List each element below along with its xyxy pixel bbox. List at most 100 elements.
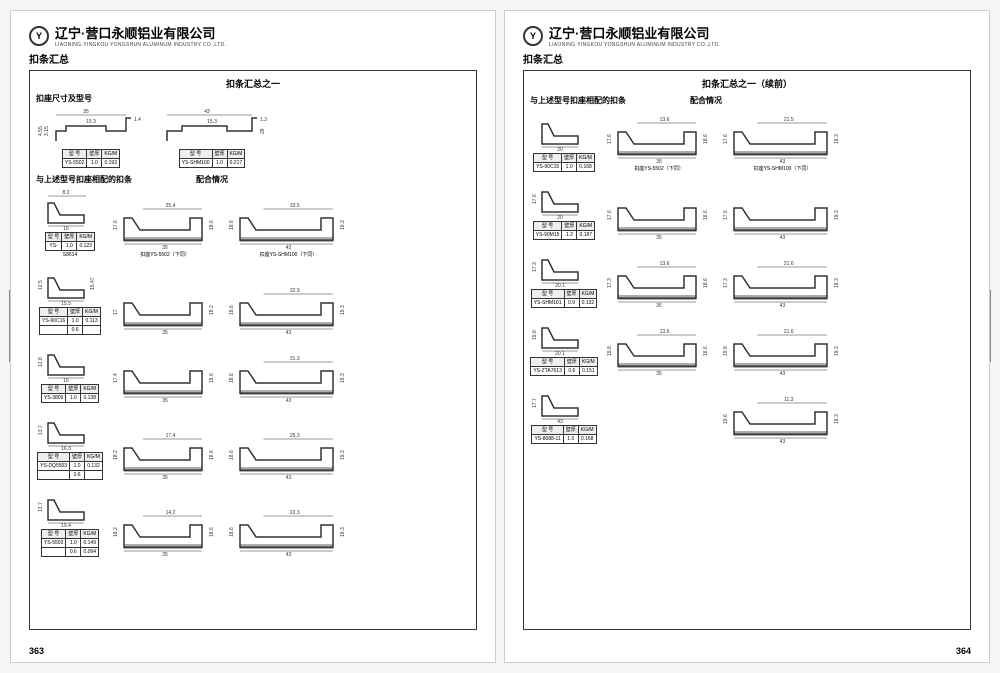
svg-text:31.3: 31.3 <box>290 356 300 362</box>
svg-text:20: 20 <box>557 215 563 220</box>
svg-text:35: 35 <box>162 475 168 480</box>
spec-table: 型 号壁厚KG/M YS-55021.00.193 <box>62 149 120 168</box>
svg-text:19.8: 19.8 <box>723 346 729 356</box>
svg-text:15.47: 15.47 <box>90 277 96 290</box>
profile-row: 12.8 15 型 号壁厚KG/MYS-38091.00.138 17.4 18… <box>36 339 470 403</box>
fit-cell: 13.6 17.6 18.6 35 扣座YS-5502（下同） <box>604 114 714 172</box>
svg-text:20.1: 20.1 <box>555 283 565 288</box>
profile-drawing: 21.6 17.3 19.3 43 <box>720 258 845 308</box>
profile-row: 20 型 号壁厚KG/MYS-90C151.00.168 13.6 17.6 1… <box>530 108 964 172</box>
seat-caption: 扣座YS-SHM100（下同） <box>754 165 812 172</box>
svg-text:18.6: 18.6 <box>703 346 709 356</box>
content-frame: 扣条汇总之一 扣座尺寸及型号 35 15.3 1.4 4.55 3.15 型 <box>29 70 477 630</box>
svg-text:15.3: 15.3 <box>207 119 217 125</box>
profile-drawing: 33.5 18.6 19.3 43 <box>226 200 351 250</box>
svg-text:18.2: 18.2 <box>113 450 119 460</box>
page-left: Y 辽宁·营口永顺铝业有限公司 LIAONING·YINGKOU YONGSHU… <box>10 10 496 663</box>
spec-table: 型 号壁厚KG/MYS-ZTA76130.60.151 <box>530 357 597 376</box>
content-frame: 扣条汇总之一（续前） 与上述型号扣座相配的扣条 配合情况 20 型 号壁厚KG/… <box>523 70 971 630</box>
strip-cell: 13.7 19.4 型 号壁厚KG/MYS-55031.00.1490.60.0… <box>36 484 104 557</box>
svg-text:15: 15 <box>63 378 69 383</box>
seat-caption: 扣座YS-5502（下同） <box>634 165 683 172</box>
profile-row: 19.8 20.1 型 号壁厚KG/MYS-ZTA76130.60.151 13… <box>530 312 964 376</box>
section-label-b: 与上述型号扣座相配的扣条 <box>530 95 630 106</box>
spec-table: 型 号壁厚KG/MYS-DQ55031.00.1320.6 <box>37 452 103 480</box>
svg-text:21.6: 21.6 <box>784 329 794 335</box>
svg-text:20: 20 <box>557 147 563 152</box>
svg-text:43: 43 <box>286 245 292 250</box>
page-section-title: 扣条汇总之一 <box>36 77 470 90</box>
profile-drawing: 25.3 18.6 19.3 43 <box>226 430 351 480</box>
company-name-en: LIAONING·YINGKOU YONGSHUN ALUMINUM INDUS… <box>55 42 226 48</box>
svg-text:43: 43 <box>780 439 786 444</box>
profile-drawing: 17.4 18.2 18.6 35 <box>110 430 220 480</box>
svg-text:43: 43 <box>286 330 292 335</box>
svg-text:18.6: 18.6 <box>209 527 215 537</box>
company-name: 辽宁·营口永顺铝业有限公司 <box>549 23 720 42</box>
svg-text:17.3: 17.3 <box>532 262 538 272</box>
profile-drawing: 17.6 18.6 35 <box>604 190 714 240</box>
svg-text:33.5: 33.5 <box>290 203 300 209</box>
svg-text:11.3: 11.3 <box>784 397 794 403</box>
fit-cell: 21.5 17.6 19.3 43 扣座YS-SHM100（下同） <box>720 114 845 172</box>
svg-text:19.3: 19.3 <box>834 210 840 220</box>
svg-text:19.8: 19.8 <box>607 346 613 356</box>
svg-text:35: 35 <box>162 398 168 403</box>
svg-text:18.2: 18.2 <box>209 305 215 315</box>
seat-caption: 扣座YS-SHM100（下同） <box>260 251 318 258</box>
svg-text:35: 35 <box>162 552 168 557</box>
profile-drawing: 17.4 18.6 35 <box>110 353 220 403</box>
svg-text:35: 35 <box>162 245 168 250</box>
profile-drawing: 22.3 18.6 19.3 43 <box>226 507 351 557</box>
svg-text:17.7: 17.7 <box>532 398 538 408</box>
profile-row: 17.3 20.1 型 号壁厚KG/MYS-SHM1010.90.132 13.… <box>530 244 964 308</box>
strip-cell: 12.5 15.47 15.5 型 号壁厚KG/MYS-90C161.00.11… <box>36 262 104 335</box>
svg-text:35: 35 <box>656 235 662 240</box>
svg-text:18.2: 18.2 <box>113 527 119 537</box>
svg-text:8.2: 8.2 <box>63 190 70 196</box>
header: Y 辽宁·营口永顺铝业有限公司 LIAONING·YINGKOU YONGSHU… <box>523 23 971 48</box>
svg-text:13.7: 13.7 <box>38 502 44 512</box>
svg-text:21.6: 21.6 <box>784 261 794 267</box>
fit-cell: 17.6 19.3 43 <box>720 190 845 240</box>
fit-cell: 25.3 18.6 19.3 43 <box>226 430 351 480</box>
profile-drawing: 21.6 19.8 19.3 43 <box>720 326 845 376</box>
svg-text:19.4: 19.4 <box>61 523 71 528</box>
fit-cell: 17.4 18.6 35 <box>110 353 220 403</box>
svg-text:43: 43 <box>286 475 292 480</box>
subtitle: 扣条汇总 <box>523 51 971 66</box>
section-label-a: 扣座尺寸及型号 <box>36 93 470 104</box>
fit-cell: 13.6 19.8 18.6 35 <box>604 326 714 376</box>
svg-text:18.6: 18.6 <box>703 134 709 144</box>
profile-drawing: 13.6 17.6 18.6 35 <box>604 114 714 164</box>
profile-row: 8.2 15 型 号壁厚KG/MYS-1.00.123 S8614 25.4 1… <box>36 187 470 258</box>
svg-text:17.6: 17.6 <box>532 194 538 204</box>
svg-text:18.6: 18.6 <box>703 210 709 220</box>
svg-text:17.3: 17.3 <box>607 278 613 288</box>
profile-row: 13.7 16.3 型 号壁厚KG/MYS-DQ55031.00.1320.6 … <box>36 407 470 480</box>
svg-text:15.3: 15.3 <box>86 119 96 125</box>
spec-table: 型 号壁厚KG/MYS-90C151.00.168 <box>533 153 595 172</box>
company-name: 辽宁·营口永顺铝业有限公司 <box>55 23 226 42</box>
logo-icon: Y <box>523 26 543 46</box>
profile-drawing: 35 15.3 1.4 4.55 3.15 <box>36 106 146 148</box>
svg-text:18.6: 18.6 <box>209 220 215 230</box>
spec-table: 型 号壁厚KG/MYS-38091.00.138 <box>41 384 99 403</box>
svg-text:13.7: 13.7 <box>38 425 44 435</box>
svg-text:13.6: 13.6 <box>660 329 670 335</box>
svg-text:18.6: 18.6 <box>229 220 235 230</box>
svg-text:18.6: 18.6 <box>229 373 235 383</box>
profile-drawing: 43 15.3 1.3 28 <box>152 106 272 148</box>
profile-drawing: 12.8 15 <box>36 339 104 383</box>
profile-drawing: 13.6 17.3 18.6 35 <box>604 258 714 308</box>
svg-text:19.3: 19.3 <box>340 305 346 315</box>
svg-text:13.6: 13.6 <box>660 261 670 267</box>
logo-icon: Y <box>29 26 49 46</box>
svg-text:1.3: 1.3 <box>260 117 267 123</box>
svg-text:25.3: 25.3 <box>290 433 300 439</box>
svg-text:22.3: 22.3 <box>290 510 300 516</box>
svg-text:17.6: 17.6 <box>723 134 729 144</box>
spec-table: 型 号壁厚KG/MYS-90M151.20.187 <box>533 221 595 240</box>
profile-drawing: 13.7 19.4 <box>36 484 104 528</box>
svg-text:19.8: 19.8 <box>532 330 538 340</box>
